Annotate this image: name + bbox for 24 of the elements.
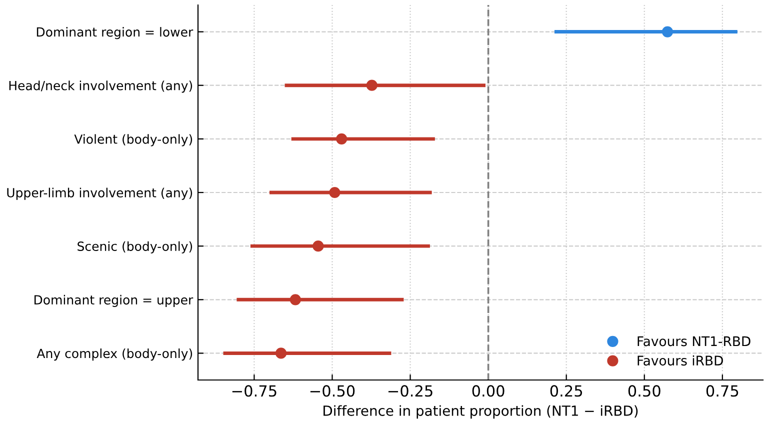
legend-label: Favours NT1-RBD (638, 336, 750, 346)
x-tick-label: 0.50 (628, 385, 660, 397)
y-tick-label: Upper-limb involvement (any) (7, 188, 192, 200)
point (290, 294, 301, 306)
x-axis-title: Difference in patient proportion (NT1 − iRBD) (324, 405, 638, 419)
x-tick-label: −0.25 (388, 385, 432, 397)
y-tick-label: Scenic (body-only) (78, 241, 192, 254)
point (366, 80, 378, 91)
x-tick-label: −0.75 (232, 385, 276, 397)
point (275, 348, 287, 359)
y-tick-label: Dominant region = lower (36, 27, 194, 40)
y-tick-label: Head/neck involvement (any) (9, 80, 192, 93)
y-tick-label: Violent (body-only) (74, 134, 192, 146)
point (662, 26, 674, 38)
x-tick-label: 0.75 (706, 385, 738, 397)
point (329, 186, 340, 198)
x-tick-label: −0.50 (310, 385, 355, 397)
y-tick-label: Dominant region = upper (34, 294, 194, 307)
x-tick-label: 0.25 (550, 385, 582, 397)
point (312, 240, 324, 252)
x-tick-label: 0.00 (472, 385, 504, 397)
point (336, 133, 348, 144)
y-tick-label: Any complex (body-only) (36, 348, 192, 361)
legend-label: Favours iRBD (638, 355, 723, 366)
